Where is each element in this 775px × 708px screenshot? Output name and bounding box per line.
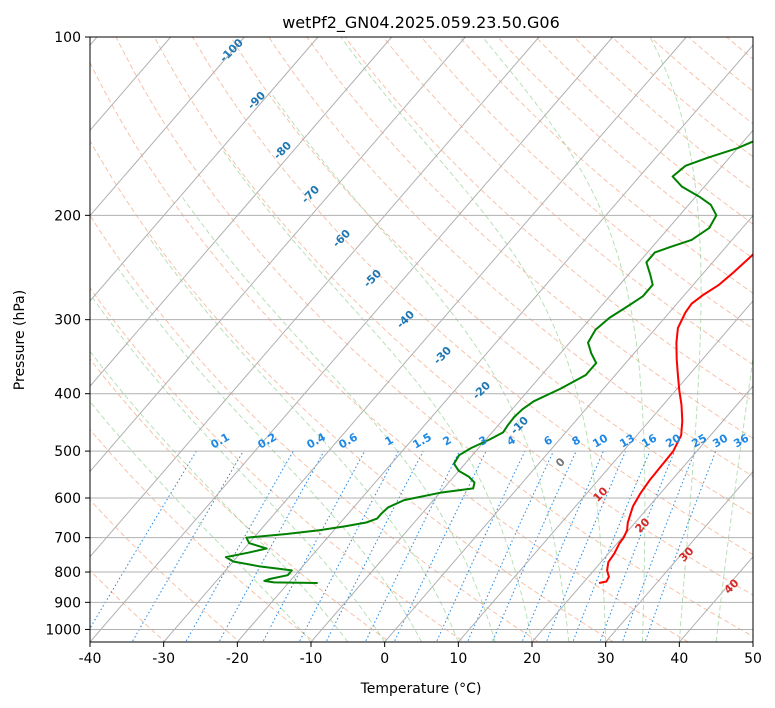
- dry-adiabat-line: [90, 428, 316, 642]
- x-tick-label: -40: [79, 651, 102, 667]
- mixing-ratio-line: [599, 450, 676, 642]
- y-tick-label: 100: [54, 30, 81, 46]
- dewpoint-profile-line: [224, 140, 753, 584]
- x-tick-label: -20: [226, 651, 249, 667]
- x-tick-label: 50: [744, 651, 762, 667]
- isotherm-grid-line: [310, 129, 753, 642]
- dry-adiabat-line: [90, 139, 615, 642]
- dry-adiabat-line: [344, 37, 753, 402]
- y-tick-label: 500: [54, 444, 81, 460]
- y-tick-label: 200: [54, 208, 81, 224]
- y-tick-label: 400: [54, 387, 81, 403]
- mixing-ratio-line: [521, 450, 604, 642]
- mixing-ratio-line: [393, 450, 487, 642]
- dry-adiabat-line: [90, 61, 690, 642]
- moist-adiabat-line: [181, 196, 496, 642]
- dry-adiabat-line: [115, 37, 753, 637]
- isotherm-grid-line: [90, 37, 319, 302]
- moist-adiabat-line: [340, 37, 607, 642]
- mixing-ratio-line: [298, 450, 399, 642]
- grid-lines: [90, 37, 753, 642]
- moist-adiabat-line: [90, 400, 312, 642]
- isotherm-grid-line: [457, 300, 753, 642]
- y-tick-label: 600: [54, 491, 81, 507]
- mixing-ratio-line: [644, 450, 717, 642]
- profile-lines: [224, 140, 753, 584]
- dry-adiabat-line: [90, 499, 241, 642]
- moist-adiabat-line: [146, 234, 459, 642]
- y-tick-label: 900: [54, 595, 81, 611]
- moist-adiabat-line: [117, 268, 422, 642]
- moist-adiabat-line: [649, 37, 702, 642]
- dry-adiabat-line: [230, 37, 753, 516]
- x-tick-label: 0: [380, 651, 389, 667]
- y-axis-label: Pressure (hPa): [12, 290, 28, 390]
- isotherm-grid-line: [90, 37, 614, 642]
- x-tick-label: 30: [597, 651, 615, 667]
- mixing-ratio-line: [435, 450, 526, 642]
- isotherm-grid-line: [163, 37, 687, 642]
- moist-adiabat-line: [92, 297, 386, 642]
- x-axis-label: Temperature (°C): [360, 681, 482, 697]
- x-tick-label: 20: [523, 651, 541, 667]
- moist-adiabat-line: [715, 354, 753, 642]
- chart-title: wetPf2_GN04.2025.059.23.50.G06: [282, 13, 560, 33]
- dry-adiabat-line: [90, 214, 540, 642]
- isotherm-grid-line: [531, 385, 753, 642]
- plot-frame: [89, 36, 754, 643]
- temperature-profile-line: [598, 252, 753, 584]
- isotherm-grid-line: [90, 37, 245, 217]
- isotherm-grid-line: [605, 470, 753, 642]
- mixing-ratio-line: [325, 450, 424, 642]
- isotherm-grid-line: [90, 37, 540, 558]
- y-tick-label: 300: [54, 313, 81, 329]
- moist-adiabat-line: [270, 92, 570, 642]
- isotherm-grid-line: [90, 37, 393, 387]
- y-tick-label: 800: [54, 565, 81, 581]
- isotherm-grid-line: [90, 37, 466, 473]
- mixing-ratio-line: [572, 450, 651, 642]
- y-tick-label: 1000: [45, 622, 81, 638]
- background-guide-lines: [90, 37, 753, 642]
- axes: -40 -30 -20 -10 0 10 20 30 40 50 100 200 300 400 500 60…: [45, 30, 762, 667]
- dry-adiabat-line: [382, 37, 753, 366]
- dry-adiabat-line: [90, 287, 465, 642]
- moist-adiabat-line: [90, 350, 349, 642]
- x-tick-label: 40: [670, 651, 688, 667]
- mixing-ratio-line: [621, 450, 696, 642]
- y-tick-label: 700: [54, 531, 81, 547]
- x-tick-label: 10: [449, 651, 467, 667]
- x-tick-label: -10: [300, 651, 323, 667]
- mixing-ratio-line: [545, 450, 627, 642]
- dry-adiabat-line: [420, 37, 753, 330]
- x-tick-label: -30: [152, 651, 175, 667]
- isotherm-grid-line: [384, 214, 753, 642]
- isotherm-grid-line: [236, 44, 753, 642]
